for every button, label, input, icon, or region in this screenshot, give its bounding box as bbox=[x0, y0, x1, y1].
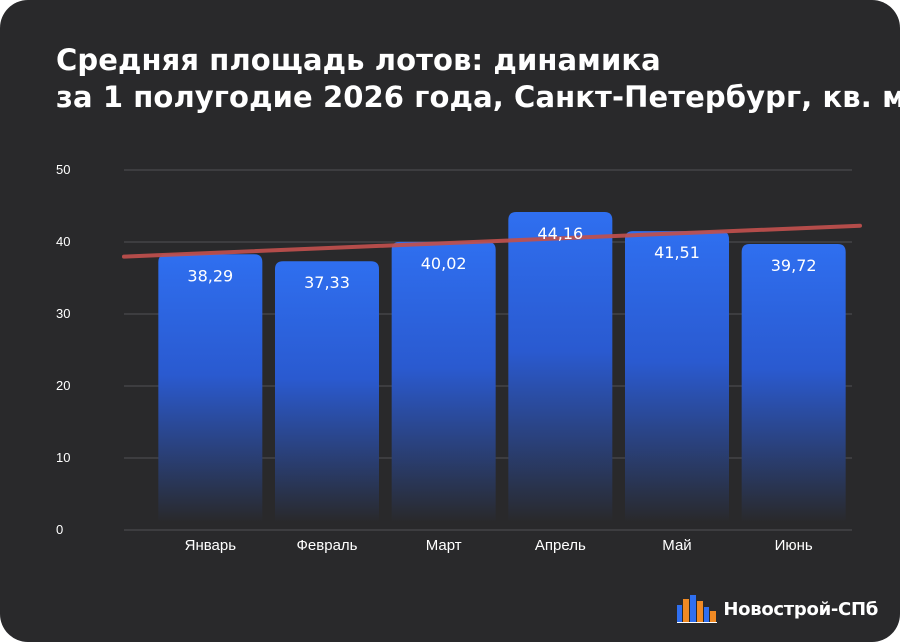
value-label: 40,02 bbox=[421, 254, 467, 273]
x-category-label: Март bbox=[426, 537, 462, 554]
chart-title-line-2: за 1 полугодие 2026 года, Санкт-Петербур… bbox=[56, 80, 900, 114]
x-category-label: Июнь bbox=[775, 537, 813, 554]
x-axis-categories: Январь Февраль Март Апрель Май Июнь bbox=[185, 537, 813, 554]
bar bbox=[741, 244, 846, 523]
y-tick-label: 30 bbox=[56, 306, 70, 321]
trend-line-group bbox=[122, 223, 862, 259]
y-axis-ticks: 0 10 20 30 40 50 bbox=[56, 162, 70, 537]
x-category-label: Февраль bbox=[297, 537, 358, 554]
y-tick-label: 20 bbox=[56, 378, 70, 393]
chart-title-line-1: Средняя площадь лотов: динамика bbox=[56, 43, 661, 77]
bars bbox=[158, 212, 846, 523]
x-category-label: Май bbox=[662, 537, 691, 554]
chart-title: Средняя площадь лотов: динамика за 1 пол… bbox=[56, 42, 900, 116]
bar bbox=[275, 261, 379, 522]
bar bbox=[391, 241, 496, 522]
y-tick-label: 40 bbox=[56, 234, 70, 249]
x-category-label: Апрель bbox=[535, 537, 586, 554]
city-buildings-icon bbox=[677, 595, 718, 623]
bar bbox=[508, 212, 613, 522]
value-label: 41,51 bbox=[654, 243, 700, 262]
trend-line bbox=[122, 223, 862, 259]
value-label: 38,29 bbox=[187, 266, 233, 285]
value-label: 37,33 bbox=[304, 273, 350, 292]
bar bbox=[158, 254, 263, 522]
value-label: 44,16 bbox=[537, 224, 583, 243]
y-tick-label: 50 bbox=[56, 162, 70, 177]
brand-logo: Новострой-СПб bbox=[677, 594, 878, 624]
y-tick-label: 0 bbox=[56, 522, 63, 537]
value-label: 39,72 bbox=[771, 256, 817, 275]
y-tick-label: 10 bbox=[56, 450, 70, 465]
brand-logo-text: Новострой-СПб bbox=[723, 598, 878, 620]
value-labels: 38,29 37,33 40,02 44,16 41,51 39,72 bbox=[187, 224, 816, 292]
x-category-label: Январь bbox=[185, 537, 237, 554]
bar bbox=[625, 231, 729, 523]
